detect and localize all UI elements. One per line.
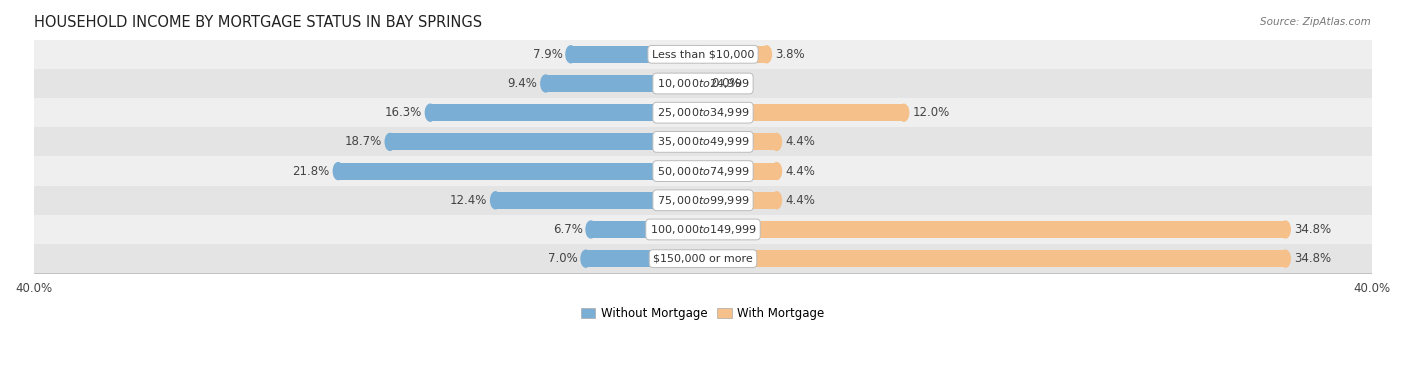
Bar: [703, 250, 1285, 267]
Circle shape: [699, 133, 707, 150]
Bar: [586, 250, 703, 267]
Circle shape: [567, 46, 575, 63]
Circle shape: [541, 75, 551, 92]
Text: $50,000 to $74,999: $50,000 to $74,999: [657, 165, 749, 178]
Text: Source: ZipAtlas.com: Source: ZipAtlas.com: [1260, 17, 1371, 27]
Text: 7.9%: 7.9%: [533, 48, 562, 61]
Bar: [34, 186, 1372, 215]
Bar: [703, 192, 776, 209]
Text: 21.8%: 21.8%: [292, 165, 330, 178]
Text: 12.4%: 12.4%: [450, 194, 486, 207]
Bar: [34, 215, 1372, 244]
Circle shape: [898, 104, 908, 121]
Text: $35,000 to $49,999: $35,000 to $49,999: [657, 135, 749, 149]
Bar: [495, 192, 703, 209]
Circle shape: [699, 104, 707, 121]
Circle shape: [762, 46, 772, 63]
Text: 4.4%: 4.4%: [785, 135, 815, 149]
Text: 3.8%: 3.8%: [775, 48, 804, 61]
Text: $10,000 to $24,999: $10,000 to $24,999: [657, 77, 749, 90]
Bar: [430, 104, 703, 121]
Bar: [703, 46, 766, 63]
Text: 4.4%: 4.4%: [785, 194, 815, 207]
Circle shape: [699, 46, 707, 63]
Text: Less than $10,000: Less than $10,000: [652, 49, 754, 59]
Bar: [703, 133, 776, 150]
Text: $75,000 to $99,999: $75,000 to $99,999: [657, 194, 749, 207]
Circle shape: [586, 221, 596, 238]
Bar: [34, 127, 1372, 156]
Circle shape: [699, 192, 707, 209]
Circle shape: [699, 133, 707, 150]
Circle shape: [699, 75, 707, 92]
Text: 34.8%: 34.8%: [1294, 223, 1331, 236]
Circle shape: [581, 250, 591, 267]
Text: 16.3%: 16.3%: [385, 106, 422, 119]
Circle shape: [699, 162, 707, 179]
Text: 12.0%: 12.0%: [912, 106, 949, 119]
Bar: [34, 244, 1372, 273]
Bar: [389, 133, 703, 150]
Circle shape: [699, 250, 707, 267]
Circle shape: [491, 192, 501, 209]
Circle shape: [772, 133, 782, 150]
Text: 4.4%: 4.4%: [785, 165, 815, 178]
Text: 18.7%: 18.7%: [344, 135, 381, 149]
Circle shape: [385, 133, 395, 150]
Circle shape: [699, 104, 707, 121]
Bar: [703, 104, 904, 121]
Text: 7.0%: 7.0%: [548, 252, 578, 265]
Bar: [703, 162, 776, 179]
Circle shape: [699, 46, 707, 63]
Text: 9.4%: 9.4%: [508, 77, 537, 90]
Circle shape: [699, 221, 707, 238]
Bar: [591, 221, 703, 238]
Text: HOUSEHOLD INCOME BY MORTGAGE STATUS IN BAY SPRINGS: HOUSEHOLD INCOME BY MORTGAGE STATUS IN B…: [34, 15, 482, 30]
Circle shape: [699, 162, 707, 179]
Bar: [546, 75, 703, 92]
Text: 6.7%: 6.7%: [553, 223, 582, 236]
Bar: [34, 69, 1372, 98]
Circle shape: [1281, 250, 1291, 267]
Circle shape: [772, 162, 782, 179]
Text: $150,000 or more: $150,000 or more: [654, 254, 752, 264]
Circle shape: [699, 192, 707, 209]
Circle shape: [333, 162, 343, 179]
Legend: Without Mortgage, With Mortgage: Without Mortgage, With Mortgage: [576, 303, 830, 325]
Text: $25,000 to $34,999: $25,000 to $34,999: [657, 106, 749, 119]
Circle shape: [772, 192, 782, 209]
Circle shape: [1281, 221, 1291, 238]
Bar: [34, 40, 1372, 69]
Text: $100,000 to $149,999: $100,000 to $149,999: [650, 223, 756, 236]
Bar: [703, 221, 1285, 238]
Text: 34.8%: 34.8%: [1294, 252, 1331, 265]
Text: 0.0%: 0.0%: [711, 77, 741, 90]
Bar: [339, 162, 703, 179]
Circle shape: [699, 221, 707, 238]
Bar: [34, 156, 1372, 186]
Circle shape: [699, 250, 707, 267]
Bar: [571, 46, 703, 63]
Circle shape: [426, 104, 434, 121]
Bar: [34, 98, 1372, 127]
